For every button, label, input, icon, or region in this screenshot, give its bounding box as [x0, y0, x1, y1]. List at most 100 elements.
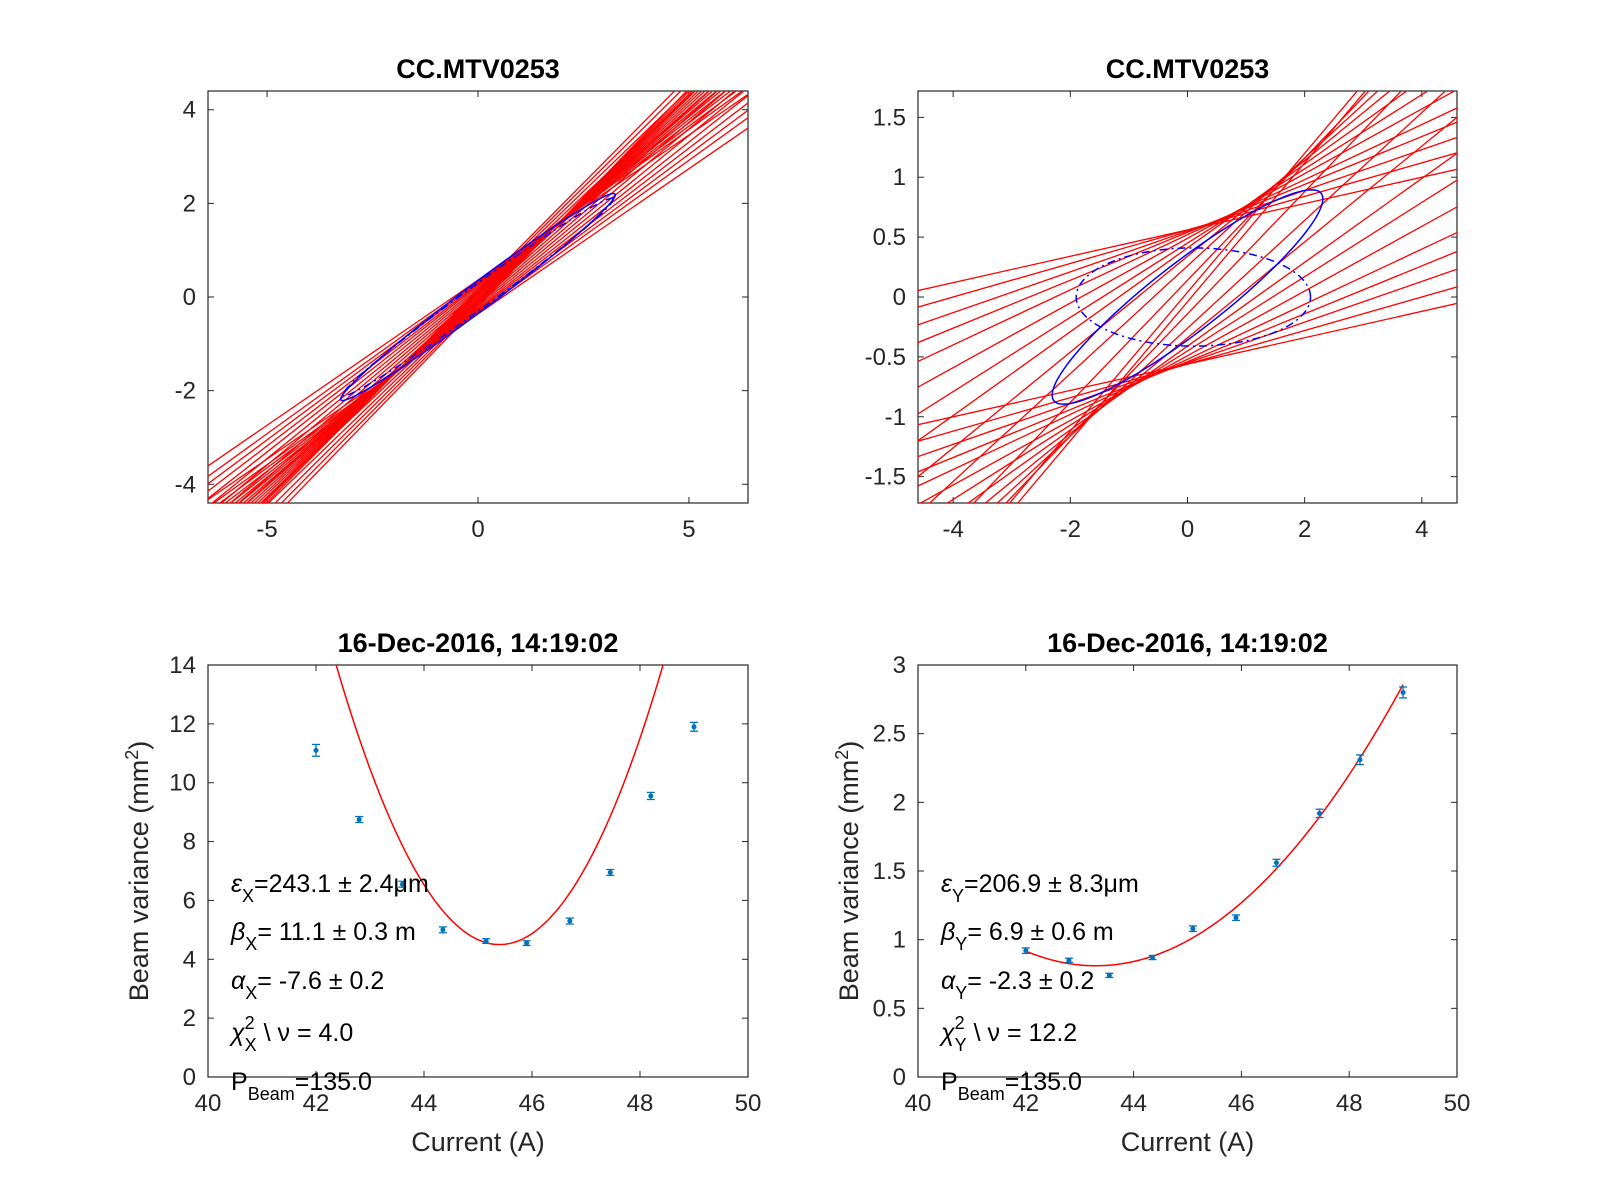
fit-annotation: PBeam=135.0: [941, 1068, 1082, 1104]
fit-annotation: αX= -7.6 ± 0.2: [231, 967, 384, 1003]
y-tick-label: -2: [175, 378, 196, 405]
x-tick-label: 48: [627, 1090, 654, 1117]
envelope-line: [918, 91, 1408, 442]
envelope-line: [918, 136, 1457, 326]
y-tick-label: 0: [183, 1064, 196, 1091]
data-point: [1190, 926, 1196, 932]
ellipse-solid: [1051, 189, 1324, 405]
y-axis-label: Beam variance (mm2): [832, 741, 864, 1002]
envelope-line: [229, 94, 748, 503]
envelope-line: [253, 91, 703, 503]
chart-tl: -5 0 5 -4 -2 0 2 4 CC.MTV0253: [175, 54, 749, 543]
y-tick-label: -1.5: [865, 464, 906, 491]
x-tick-label: 40: [195, 1090, 222, 1117]
envelope-line: [918, 91, 1456, 388]
fit-curve: [335, 665, 664, 946]
fit-annotation: αY= -2.3 ± 0.2: [941, 967, 1094, 1003]
fit-annotation: PBeam=135.0: [231, 1068, 372, 1104]
envelope-line: [262, 91, 682, 503]
x-tick-label: 50: [1444, 1090, 1471, 1117]
chart-tr: -4 -2 0 2 4 -1.5 -1 -0.5 0 0.5 1 1.5 CC.MTV0253: [865, 54, 1458, 543]
chart-title: CC.MTV0253: [1106, 54, 1270, 84]
y-tick-label: 8: [183, 829, 196, 856]
y-tick-label: 6: [183, 887, 196, 914]
y-tick-label: 0: [183, 284, 196, 311]
y-tick-label: 2: [893, 789, 906, 816]
fit-annotation: εY=206.9 ± 8.3μm: [941, 870, 1139, 906]
fit-annotation: βX= 11.1 ± 0.3 m: [230, 918, 416, 954]
x-tick-label: 42: [1012, 1090, 1039, 1117]
y-tick-label: 0: [893, 284, 906, 311]
y-tick-label: 0.5: [873, 224, 906, 251]
envelope-line: [246, 91, 719, 503]
envelope-line: [242, 91, 727, 503]
y-tick-label: 2: [183, 1005, 196, 1032]
chart-title: CC.MTV0253: [396, 54, 560, 84]
x-tick-label: 42: [303, 1090, 330, 1117]
ellipse-dashdot: [1075, 247, 1312, 347]
data-point: [607, 869, 613, 875]
y-tick-label: 1.5: [873, 858, 906, 885]
envelope-line: [259, 91, 689, 503]
fit-curve: [1025, 684, 1404, 967]
envelope-line: [238, 91, 736, 503]
x-tick-label: 44: [411, 1090, 438, 1117]
y-tick-label: 2.5: [873, 721, 906, 748]
y-tick-label: -1: [885, 404, 906, 431]
x-tick-label: 44: [1120, 1090, 1147, 1117]
fit-annotation: εX=243.1 ± 2.4μm: [231, 870, 429, 906]
envelope-line: [1008, 91, 1359, 503]
envelope-line: [918, 250, 1457, 473]
y-tick-label: 1: [893, 164, 906, 191]
envelope-line: [224, 102, 748, 503]
plot-area: [208, 91, 748, 503]
y-tick-label: 1: [893, 927, 906, 954]
y-tick-label: -0.5: [865, 344, 906, 371]
data-point: [1023, 948, 1029, 954]
envelope-line: [208, 91, 738, 485]
fit-annotation: χ2 X \ ν = 4.0: [229, 1013, 353, 1055]
data-point: [1273, 860, 1279, 866]
y-tick-label: 1.5: [873, 104, 906, 131]
data-point: [1317, 810, 1323, 816]
x-tick-label: -5: [256, 516, 277, 543]
data-point: [1357, 757, 1363, 763]
data-point: [524, 940, 530, 946]
y-tick-label: 12: [169, 711, 196, 738]
data-point: [313, 747, 319, 753]
data-point: [1106, 972, 1112, 978]
x-tick-label: 46: [1228, 1090, 1255, 1117]
envelope-line: [208, 91, 744, 478]
envelope-line: [946, 179, 1457, 503]
envelope-line: [918, 121, 1457, 344]
envelope-line: [265, 91, 676, 503]
envelope-line: [918, 91, 1391, 478]
envelope-line: [218, 109, 748, 503]
data-point: [1233, 915, 1239, 921]
x-tick-label: 48: [1336, 1090, 1363, 1117]
data-point: [567, 918, 573, 924]
axes-box: [207, 664, 749, 1078]
x-tick-label: 0: [471, 516, 484, 543]
x-axis-label: Current (A): [1121, 1127, 1255, 1157]
envelope-line: [918, 286, 1457, 442]
x-tick-label: 50: [735, 1090, 762, 1117]
plot-area: [1021, 684, 1408, 979]
data-point: [399, 881, 405, 887]
data-point: [1149, 955, 1155, 961]
chart-title: 16-Dec-2016, 14:19:02: [338, 628, 619, 658]
x-tick-label: 4: [1415, 516, 1428, 543]
envelope-line: [919, 206, 1457, 503]
envelope-line: [918, 91, 1429, 415]
data-point: [483, 938, 489, 944]
envelope-line: [212, 116, 748, 503]
chart-br: 40 42 44 46 48 50 0 0.5 1 1.5 2 2.5 3 16-Dec-2016, 14…: [832, 628, 1470, 1157]
data-point: [648, 793, 654, 799]
y-tick-label: 4: [183, 97, 196, 124]
y-axis-label: Beam variance (mm2): [122, 741, 154, 1002]
x-tick-label: 46: [519, 1090, 546, 1117]
x-tick-label: 2: [1298, 516, 1311, 543]
data-point: [440, 927, 446, 933]
